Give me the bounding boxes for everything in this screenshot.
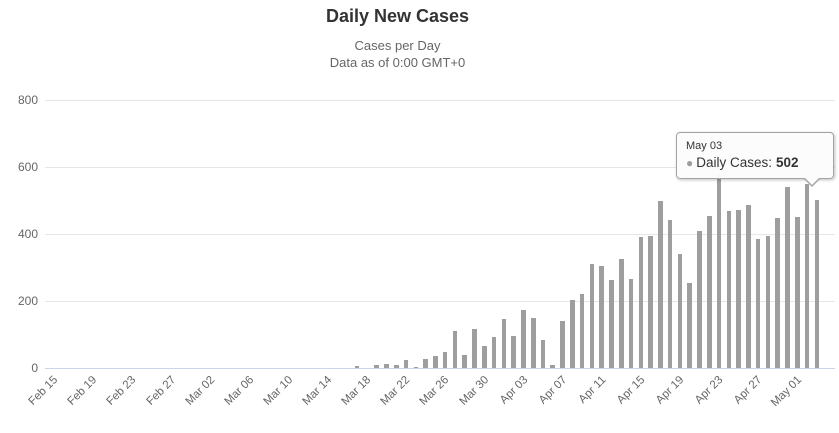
bar[interactable] <box>589 264 595 368</box>
bar[interactable] <box>687 282 692 368</box>
bar[interactable] <box>491 336 497 368</box>
chart-title: Daily New Cases <box>325 6 470 26</box>
bar[interactable] <box>374 365 380 368</box>
x-axis-tick-label: Feb 15 <box>26 374 61 408</box>
bar[interactable] <box>413 367 419 368</box>
series-marker-icon: ● <box>686 156 694 170</box>
gridline <box>45 100 835 101</box>
x-axis-tick-label: Apr 15 <box>614 374 648 407</box>
x-axis-tick-label: Apr 27 <box>732 374 765 407</box>
y-axis-tick-label: 0 <box>31 361 38 375</box>
y-axis-tick-label: 800 <box>17 93 38 107</box>
bar[interactable] <box>560 321 565 368</box>
bar[interactable] <box>530 317 536 368</box>
x-axis-tick-label: Apr 19 <box>653 374 687 407</box>
bar[interactable] <box>648 235 653 368</box>
bar[interactable] <box>726 210 732 368</box>
x-axis-tick-label: Mar 18 <box>339 374 374 408</box>
bar[interactable] <box>403 359 409 368</box>
x-axis-tick-label: Mar 06 <box>222 374 257 408</box>
bar[interactable] <box>804 183 810 368</box>
bar[interactable] <box>628 278 634 368</box>
x-axis-tick-label: Apr 07 <box>536 374 570 407</box>
chart-subtitle-line2: Data as of 0:00 GMT+0 <box>329 55 466 70</box>
bar[interactable] <box>814 199 820 368</box>
bar[interactable] <box>511 335 516 368</box>
bar[interactable] <box>462 354 468 368</box>
bar[interactable] <box>697 231 702 368</box>
tooltip-series-label: Daily Cases: <box>696 155 773 170</box>
x-axis-tick-label: Mar 30 <box>457 374 491 408</box>
bar[interactable] <box>775 217 780 368</box>
tooltip-date: May 03 <box>686 140 723 152</box>
bar[interactable] <box>736 210 741 368</box>
y-axis-tick-label: 600 <box>17 160 38 174</box>
bar[interactable] <box>638 237 644 368</box>
x-axis-tick-label: Apr 03 <box>497 374 530 407</box>
bar[interactable] <box>550 364 556 368</box>
x-axis-tick-label: Mar 26 <box>417 374 452 408</box>
bar[interactable] <box>755 239 761 368</box>
bar[interactable] <box>716 174 722 368</box>
gridline <box>45 301 835 302</box>
bar[interactable] <box>521 310 526 368</box>
x-axis-tick-label: Apr 11 <box>576 374 609 406</box>
x-axis-tick-label: May 01 <box>768 374 804 410</box>
x-axis-tick-label: Mar 14 <box>300 374 335 408</box>
bar[interactable] <box>658 200 663 368</box>
bar[interactable] <box>540 339 546 368</box>
x-axis-tick-label: Feb 23 <box>104 374 139 408</box>
bar[interactable] <box>384 363 389 368</box>
tooltip: May 03 ● Daily Cases: 502 <box>676 132 834 187</box>
x-axis-tick-label: Feb 27 <box>144 374 178 408</box>
bar[interactable] <box>452 331 458 368</box>
bar[interactable] <box>442 351 448 368</box>
tooltip-series-row: ● Daily Cases: 502 <box>686 155 824 170</box>
bar[interactable] <box>354 366 360 368</box>
bar[interactable] <box>394 364 399 368</box>
bar[interactable] <box>599 265 604 368</box>
y-axis-tick-label: 200 <box>17 294 38 308</box>
x-axis-tick-label: Mar 10 <box>261 374 296 408</box>
x-axis-tick-label: Mar 02 <box>183 374 217 408</box>
bar[interactable] <box>433 355 438 368</box>
y-axis-tick-label: 400 <box>17 227 38 241</box>
bar[interactable] <box>482 345 487 368</box>
bar[interactable] <box>423 358 428 368</box>
gridline <box>45 167 835 168</box>
tooltip-value: 502 <box>776 155 799 170</box>
tooltip-pointer-fill-icon <box>804 177 820 185</box>
bar[interactable] <box>570 300 575 368</box>
bar[interactable] <box>618 259 624 368</box>
x-axis-line <box>45 368 835 369</box>
bar[interactable] <box>794 217 800 368</box>
gridline <box>45 234 835 235</box>
x-axis-tick-label: Mar 22 <box>378 374 413 408</box>
x-axis-tick-label: Apr 23 <box>693 374 726 407</box>
bar[interactable] <box>472 329 477 368</box>
bar[interactable] <box>677 254 683 368</box>
bar[interactable] <box>706 215 712 368</box>
x-axis-tick-label: Feb 19 <box>65 374 100 408</box>
bar[interactable] <box>501 319 507 368</box>
chart-subtitle-line1: Cases per Day <box>354 38 441 53</box>
bar[interactable] <box>746 205 751 368</box>
bar[interactable] <box>609 279 614 368</box>
bar[interactable] <box>667 219 673 368</box>
bar[interactable] <box>765 235 771 368</box>
bar[interactable] <box>785 187 790 368</box>
bar[interactable] <box>579 293 585 368</box>
